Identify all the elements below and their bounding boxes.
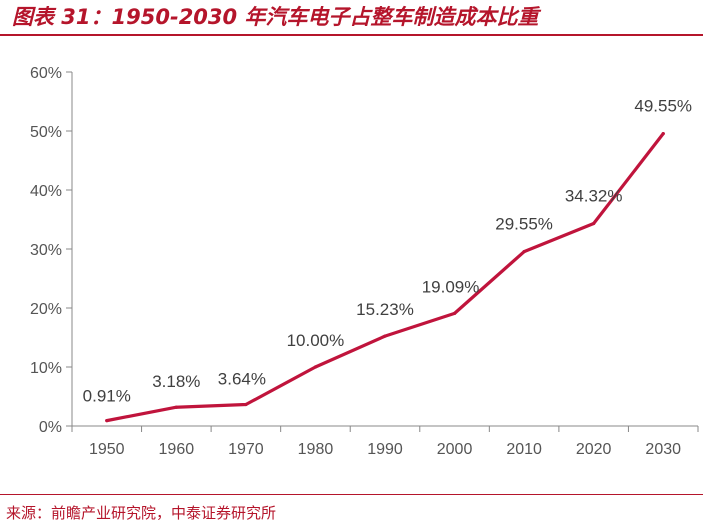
data-point [313,365,318,369]
source-divider [0,494,703,495]
data-point [244,402,248,407]
data-label: 15.23% [356,300,414,319]
data-label: 49.55% [634,97,692,116]
data-point [452,311,457,315]
data-point [105,419,109,423]
series-layer [105,132,665,423]
y-tick-label: 0% [39,419,62,436]
data-label: 34.32% [565,187,623,206]
data-point [174,405,178,409]
y-axis: 0% 10% 20% 30% 40% 50% 60% [30,65,73,436]
y-tick-label: 30% [30,242,62,259]
x-tick-label: 2000 [437,441,473,458]
data-point [592,221,596,226]
x-tick-label: 2020 [576,441,612,458]
chart-title: 图表 31：1950-2030 年汽车电子占整车制造成本比重 [12,5,539,29]
data-label: 10.00% [287,331,345,350]
y-tick-label: 40% [30,183,62,200]
x-tick-label: 2030 [645,441,681,458]
x-tick-label: 1950 [89,441,125,458]
data-label: 19.09% [422,277,480,296]
x-tick-label: 1970 [228,441,264,458]
data-label: 0.91% [83,387,131,406]
data-point [522,250,526,254]
y-tick-label: 10% [30,360,62,377]
x-tick-label: 2010 [506,441,542,458]
y-tick-label: 20% [30,301,62,318]
source-note: 来源：前瞻产业研究院，中泰证券研究所 [6,504,277,522]
x-tick-label: 1990 [367,441,403,458]
data-point [383,334,387,338]
data-label: 29.55% [495,215,553,234]
data-point [661,132,665,136]
x-tick-label: 1960 [159,441,195,458]
y-tick-label: 60% [30,65,62,82]
data-labels: 0.91% 3.18% 3.64% 10.00% 15.23% 19.09% 29.55% 3… [83,97,692,406]
y-tick-label: 50% [30,124,62,141]
data-label: 3.64% [218,370,266,389]
line-chart: 0% 10% 20% 30% 40% 50% 60% 1950 1960 1970 1980 199… [30,65,699,458]
data-label: 3.18% [152,372,200,391]
x-axis: 1950 1960 1970 1980 1990 2000 2010 2020 2030 [71,425,699,458]
title-divider [0,34,703,36]
x-tick-label: 1980 [298,441,334,458]
